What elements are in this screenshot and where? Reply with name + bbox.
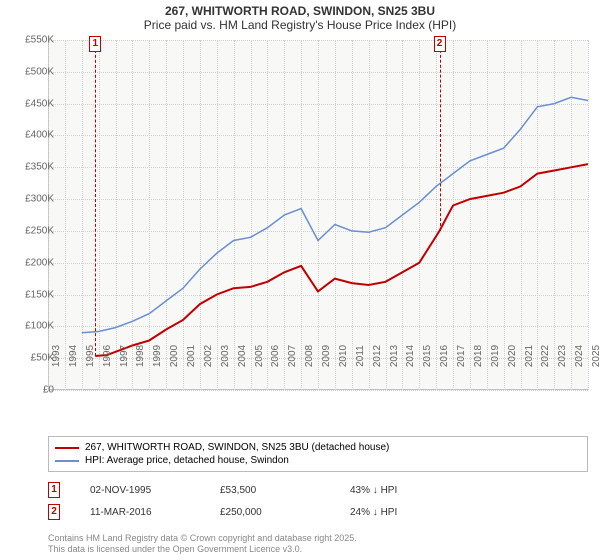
legend-row: HPI: Average price, detached house, Swin…	[55, 454, 581, 467]
marker-flag: 2	[434, 36, 446, 52]
x-tick-label: 2009	[321, 345, 332, 367]
sale-row: 1 02-NOV-1995 £53,500 43% ↓ HPI	[48, 482, 588, 498]
y-tick-label: £400K	[14, 130, 54, 141]
legend-swatch	[55, 447, 79, 449]
x-tick-label: 2011	[355, 345, 366, 367]
sale-row: 2 11-MAR-2016 £250,000 24% ↓ HPI	[48, 504, 588, 520]
x-tick-label: 1994	[68, 345, 79, 367]
x-tick-label: 1993	[51, 345, 62, 367]
y-tick-label: £0	[14, 385, 54, 396]
sale-flag: 2	[48, 504, 60, 520]
x-tick-label: 2006	[270, 345, 281, 367]
sale-price: £53,500	[220, 485, 320, 496]
x-tick-label: 2003	[220, 345, 231, 367]
x-tick-label: 2020	[507, 345, 518, 367]
line-series-layer	[48, 40, 588, 390]
x-tick-label: 2019	[490, 345, 501, 367]
x-tick-label: 2016	[439, 345, 450, 367]
y-tick-label: £150K	[14, 289, 54, 300]
sale-date: 02-NOV-1995	[90, 485, 190, 496]
marker-line	[440, 40, 441, 231]
x-tick-label: 1995	[85, 345, 96, 367]
legend-swatch	[55, 460, 79, 462]
marker-flag: 1	[89, 36, 101, 52]
legend-label: 267, WHITWORTH ROAD, SWINDON, SN25 3BU (…	[85, 442, 389, 453]
y-tick-label: £200K	[14, 257, 54, 268]
x-tick-label: 2001	[186, 345, 197, 367]
x-tick-label: 2023	[557, 345, 568, 367]
series-line-property_price	[95, 164, 588, 356]
x-tick-label: 1998	[135, 345, 146, 367]
chart-title: 267, WHITWORTH ROAD, SWINDON, SN25 3BU	[0, 4, 600, 18]
footer-note: Contains HM Land Registry data © Crown c…	[48, 533, 357, 556]
grid-h-line	[48, 390, 588, 391]
footer-line1: Contains HM Land Registry data © Crown c…	[48, 533, 357, 545]
x-tick-label: 2010	[338, 345, 349, 367]
y-tick-label: £550K	[14, 35, 54, 46]
legend: 267, WHITWORTH ROAD, SWINDON, SN25 3BU (…	[48, 436, 588, 472]
y-tick-label: £350K	[14, 162, 54, 173]
x-tick-label: 2007	[287, 345, 298, 367]
x-tick-label: 2002	[203, 345, 214, 367]
legend-label: HPI: Average price, detached house, Swin…	[85, 455, 289, 466]
x-tick-label: 2015	[422, 345, 433, 367]
x-tick-label: 2008	[304, 345, 315, 367]
x-tick-label: 2017	[456, 345, 467, 367]
y-tick-label: £500K	[14, 66, 54, 77]
y-tick-label: £50K	[14, 353, 54, 364]
marker-line	[95, 40, 96, 356]
legend-row: 267, WHITWORTH ROAD, SWINDON, SN25 3BU (…	[55, 441, 581, 454]
x-tick-label: 2018	[473, 345, 484, 367]
y-tick-label: £250K	[14, 225, 54, 236]
x-tick-label: 2014	[405, 345, 416, 367]
x-tick-label: 2004	[237, 345, 248, 367]
x-tick-label: 2021	[524, 345, 535, 367]
chart-subtitle: Price paid vs. HM Land Registry's House …	[0, 18, 600, 32]
chart-container: 267, WHITWORTH ROAD, SWINDON, SN25 3BU P…	[0, 0, 600, 560]
title-block: 267, WHITWORTH ROAD, SWINDON, SN25 3BU P…	[0, 0, 600, 34]
x-tick-label: 1996	[102, 345, 113, 367]
x-tick-label: 2005	[254, 345, 265, 367]
x-tick-label: 1997	[119, 345, 130, 367]
x-tick-label: 2022	[540, 345, 551, 367]
x-tick-label: 1999	[152, 345, 163, 367]
sale-price: £250,000	[220, 507, 320, 518]
sale-date: 11-MAR-2016	[90, 507, 190, 518]
x-tick-label: 2025	[591, 345, 600, 367]
y-tick-label: £100K	[14, 321, 54, 332]
y-tick-label: £450K	[14, 98, 54, 109]
x-tick-label: 2012	[372, 345, 383, 367]
footer-line2: This data is licensed under the Open Gov…	[48, 544, 357, 556]
sale-diff: 43% ↓ HPI	[350, 485, 450, 496]
y-tick-label: £300K	[14, 194, 54, 205]
x-tick-label: 2024	[574, 345, 585, 367]
sale-diff: 24% ↓ HPI	[350, 507, 450, 518]
grid-v-line	[588, 40, 589, 390]
series-line-hpi	[82, 97, 588, 332]
chart-area: 12	[48, 40, 588, 390]
x-tick-label: 2000	[169, 345, 180, 367]
sale-flag: 1	[48, 482, 60, 498]
x-tick-label: 2013	[389, 345, 400, 367]
